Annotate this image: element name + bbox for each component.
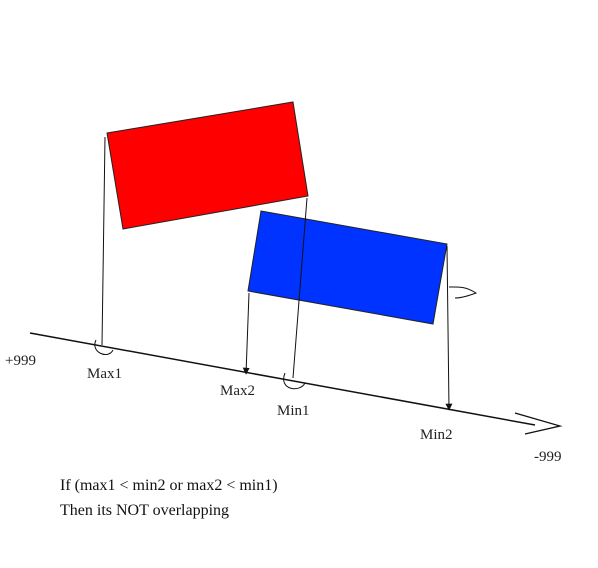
condition-line-1: If (max1 < min2 or max2 < min1) [60, 477, 278, 494]
overlap-condition-text: If (max1 < min2 or max2 < min1) Then its… [60, 473, 278, 523]
min1-tick-mark [283, 372, 306, 390]
min1-label: Min1 [277, 403, 310, 419]
projection-line-max2 [242, 292, 250, 375]
max1-tick-mark [94, 339, 114, 355]
condition-line-2: Then its NOT overlapping [60, 502, 230, 519]
blue-rectangle-side-arrow [448, 286, 478, 299]
max2-label: Max2 [220, 383, 255, 399]
axis-arrowhead-right [514, 412, 563, 435]
blue-rectangle [247, 210, 448, 325]
projection-line-max1 [101, 136, 106, 346]
projection-line-min1 [292, 197, 308, 379]
max1-label: Max1 [87, 366, 122, 382]
red-rectangle [106, 101, 309, 230]
min2-label: Min2 [420, 427, 453, 443]
axis-label-negative: -999 [534, 449, 562, 465]
projection-line-min2 [445, 245, 453, 411]
axis-label-positive: +999 [5, 353, 36, 369]
